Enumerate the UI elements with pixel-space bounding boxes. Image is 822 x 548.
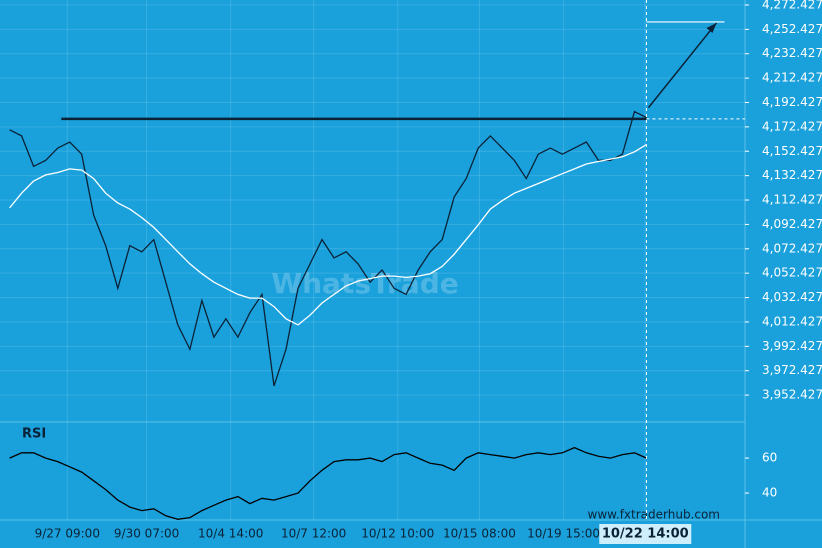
x-tick-label: 10/22 14:00: [602, 527, 689, 542]
source: www.fxtraderhub.com: [588, 508, 720, 522]
x-tick-label: 10/12 10:00: [361, 527, 434, 541]
current-label-box: [599, 524, 692, 544]
y-tick-label: 40: [762, 486, 777, 500]
watermark: WhatsTrade: [271, 267, 459, 300]
y-tick-label: 60: [762, 451, 777, 465]
series-line: [9, 110, 647, 387]
target-arrow: [647, 22, 718, 109]
x-tick-label: 10/7 12:00: [281, 527, 346, 541]
rsi-title: RSI: [22, 427, 46, 442]
series-line: [9, 446, 647, 520]
series-line: [9, 143, 647, 326]
arrow-head: [706, 22, 717, 33]
x-tick-label: 10/19 15:00: [527, 527, 600, 541]
x-tick-label: 10/4 14:00: [198, 527, 263, 541]
x-tick-label: 10/15 08:00: [443, 527, 516, 541]
x-tick-label: 9/27 09:00: [35, 527, 100, 541]
x-tick-label: 9/30 07:00: [114, 527, 179, 541]
